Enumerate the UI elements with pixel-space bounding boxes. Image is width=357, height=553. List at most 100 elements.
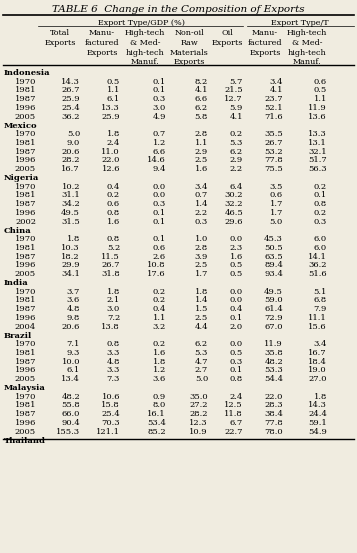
Text: 10.2: 10.2 <box>61 182 80 190</box>
Text: 1.8: 1.8 <box>107 288 120 295</box>
Text: 55.8: 55.8 <box>61 401 80 409</box>
Text: 15.8: 15.8 <box>101 401 120 409</box>
Text: 1.7: 1.7 <box>270 209 283 217</box>
Text: 2002: 2002 <box>15 218 36 226</box>
Text: Export Type/GDP (%): Export Type/GDP (%) <box>98 19 185 27</box>
Text: 16.7: 16.7 <box>61 165 80 173</box>
Text: 5.3: 5.3 <box>195 349 208 357</box>
Text: 0.1: 0.1 <box>230 367 243 374</box>
Text: 19.0: 19.0 <box>308 367 327 374</box>
Text: 1.8: 1.8 <box>195 288 208 295</box>
Text: 28.3: 28.3 <box>265 401 283 409</box>
Text: 1970: 1970 <box>15 235 36 243</box>
Text: 28.2: 28.2 <box>61 156 80 164</box>
Text: 1987: 1987 <box>15 358 36 366</box>
Text: 2.2: 2.2 <box>195 209 208 217</box>
Text: 0.4: 0.4 <box>107 182 120 190</box>
Text: 20.6: 20.6 <box>62 148 80 155</box>
Text: 1.8: 1.8 <box>67 235 80 243</box>
Text: 66.0: 66.0 <box>62 410 80 418</box>
Text: 10.8: 10.8 <box>147 262 166 269</box>
Text: 0.7: 0.7 <box>195 191 208 199</box>
Text: 31.8: 31.8 <box>101 270 120 278</box>
Text: 72.9: 72.9 <box>265 314 283 322</box>
Text: 11.5: 11.5 <box>101 253 120 260</box>
Text: 90.4: 90.4 <box>61 419 80 427</box>
Text: 1970: 1970 <box>15 393 36 400</box>
Text: 2.3: 2.3 <box>230 244 243 252</box>
Text: 0.1: 0.1 <box>153 209 166 217</box>
Text: 36.2: 36.2 <box>308 262 327 269</box>
Text: Manu-
factured
Exports: Manu- factured Exports <box>248 29 282 56</box>
Text: 16.7: 16.7 <box>308 349 327 357</box>
Text: 5.0: 5.0 <box>195 375 208 383</box>
Text: 3.3: 3.3 <box>107 367 120 374</box>
Text: 9.4: 9.4 <box>152 165 166 173</box>
Text: 155.3: 155.3 <box>56 427 80 436</box>
Text: Nigeria: Nigeria <box>4 174 39 182</box>
Text: 5.1: 5.1 <box>314 288 327 295</box>
Text: 1981: 1981 <box>15 191 36 199</box>
Text: 14.6: 14.6 <box>147 156 166 164</box>
Text: 7.9: 7.9 <box>314 305 327 313</box>
Text: 5.8: 5.8 <box>195 113 208 121</box>
Text: 0.0: 0.0 <box>153 191 166 199</box>
Text: 6.8: 6.8 <box>314 296 327 304</box>
Text: 0.3: 0.3 <box>153 95 166 103</box>
Text: 9.3: 9.3 <box>67 349 80 357</box>
Text: 6.6: 6.6 <box>153 148 166 155</box>
Text: India: India <box>4 279 29 287</box>
Text: 15.6: 15.6 <box>308 323 327 331</box>
Text: 3.6: 3.6 <box>153 375 166 383</box>
Text: 89.4: 89.4 <box>264 262 283 269</box>
Text: 0.2: 0.2 <box>153 340 166 348</box>
Text: 0.2: 0.2 <box>107 191 120 199</box>
Text: 121.1: 121.1 <box>96 427 120 436</box>
Text: 0.5: 0.5 <box>314 86 327 95</box>
Text: 12.3: 12.3 <box>189 419 208 427</box>
Text: 22.0: 22.0 <box>265 393 283 400</box>
Text: 1996: 1996 <box>15 156 36 164</box>
Text: 3.4: 3.4 <box>270 77 283 86</box>
Text: 2.0: 2.0 <box>230 323 243 331</box>
Text: 0.1: 0.1 <box>230 314 243 322</box>
Text: 0.6: 0.6 <box>107 200 120 208</box>
Text: 0.7: 0.7 <box>153 130 166 138</box>
Text: 1970: 1970 <box>15 77 36 86</box>
Text: 1.6: 1.6 <box>107 218 120 226</box>
Text: 1987: 1987 <box>15 95 36 103</box>
Text: 50.5: 50.5 <box>265 244 283 252</box>
Text: 18.2: 18.2 <box>61 253 80 260</box>
Text: 7.1: 7.1 <box>67 340 80 348</box>
Text: 56.3: 56.3 <box>308 165 327 173</box>
Text: 5.3: 5.3 <box>230 139 243 147</box>
Text: 2.9: 2.9 <box>195 148 208 155</box>
Text: 45.3: 45.3 <box>264 235 283 243</box>
Text: 3.9: 3.9 <box>195 253 208 260</box>
Text: 3.6: 3.6 <box>67 296 80 304</box>
Text: 2.5: 2.5 <box>195 314 208 322</box>
Text: 32.2: 32.2 <box>225 200 243 208</box>
Text: 2.4: 2.4 <box>107 139 120 147</box>
Text: 0.1: 0.1 <box>314 191 327 199</box>
Text: 16.1: 16.1 <box>147 410 166 418</box>
Text: 6.1: 6.1 <box>107 95 120 103</box>
Text: 0.0: 0.0 <box>230 340 243 348</box>
Text: 2.7: 2.7 <box>195 367 208 374</box>
Text: 25.4: 25.4 <box>101 410 120 418</box>
Text: 75.5: 75.5 <box>264 165 283 173</box>
Text: 9.0: 9.0 <box>67 139 80 147</box>
Text: 1987: 1987 <box>15 253 36 260</box>
Text: 51.6: 51.6 <box>308 270 327 278</box>
Text: Brazil: Brazil <box>4 331 32 340</box>
Text: 31.5: 31.5 <box>61 218 80 226</box>
Text: 4.1: 4.1 <box>230 113 243 121</box>
Text: 0.1: 0.1 <box>153 86 166 95</box>
Text: 1.2: 1.2 <box>153 367 166 374</box>
Text: 2004: 2004 <box>15 323 36 331</box>
Text: 1970: 1970 <box>15 288 36 295</box>
Text: 71.6: 71.6 <box>265 113 283 121</box>
Text: 3.4: 3.4 <box>195 182 208 190</box>
Text: 8.2: 8.2 <box>195 77 208 86</box>
Text: 1981: 1981 <box>15 401 36 409</box>
